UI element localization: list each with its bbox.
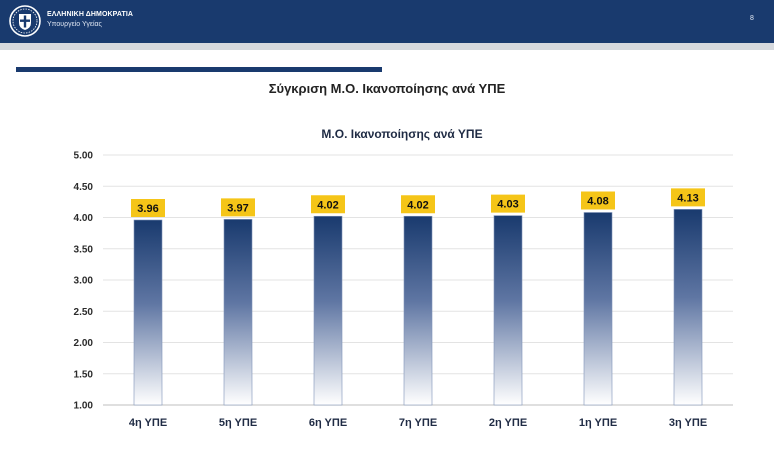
value-label-box xyxy=(671,188,705,207)
y-tick-label: 2.00 xyxy=(74,338,94,349)
ministry-name: Υπουργείο Υγείας xyxy=(47,21,102,28)
y-tick-label: 4.50 xyxy=(74,182,94,193)
x-axis-labels: 4η ΥΠΕ 5η ΥΠΕ 6η ΥΠΕ 7η ΥΠΕ 2η ΥΠΕ 1η ΥΠΕ 3η Υ… xyxy=(129,417,707,429)
category-label: 3η ΥΠΕ xyxy=(669,417,707,429)
y-tick-label: 2.50 xyxy=(74,307,94,318)
y-tick-label: 3.00 xyxy=(74,276,94,287)
bar xyxy=(313,215,343,406)
bar xyxy=(493,215,523,406)
category-label: 2η ΥΠΕ xyxy=(489,417,527,429)
value-label-box xyxy=(311,195,345,214)
value-label-box xyxy=(491,194,525,213)
bar xyxy=(583,212,613,406)
category-label: 5η ΥΠΕ xyxy=(219,417,257,429)
y-axis-ticks: 1.00 1.50 2.00 2.50 3.00 3.50 4.00 4.50 5.00 xyxy=(74,151,94,412)
y-tick-label: 5.00 xyxy=(74,151,94,162)
bars: 3.96 3.97 4.02 4.02 4.03 4.08 4.13 xyxy=(131,188,705,406)
header-bar: ΕΛΛΗΝΙΚΗ ΔΗΜΟΚΡΑΤΙΑ Υπουργείο Υγείας 8 xyxy=(0,0,774,43)
value-label-box xyxy=(581,191,615,210)
value-label: 4.03 xyxy=(497,199,518,211)
value-label-box xyxy=(221,198,255,217)
value-label: 3.96 xyxy=(137,203,158,215)
category-label: 7η ΥΠΕ xyxy=(399,417,437,429)
y-tick-label: 4.00 xyxy=(74,213,94,224)
value-label: 4.08 xyxy=(587,196,608,208)
bar xyxy=(223,219,253,406)
category-label: 6η ΥΠΕ xyxy=(309,417,347,429)
header-divider xyxy=(0,43,774,50)
bar xyxy=(133,219,163,406)
org-name: ΕΛΛΗΝΙΚΗ ΔΗΜΟΚΡΑΤΙΑ xyxy=(47,11,134,18)
accent-bar xyxy=(16,67,382,72)
y-tick-label: 1.00 xyxy=(74,401,94,412)
value-label: 4.02 xyxy=(317,199,338,211)
category-label: 1η ΥΠΕ xyxy=(579,417,617,429)
slide-title: Σύγκριση Μ.Ο. Ικανοποίησης ανά ΥΠΕ xyxy=(268,81,506,96)
y-tick-label: 1.50 xyxy=(74,369,94,380)
bar xyxy=(403,215,433,406)
category-label: 4η ΥΠΕ xyxy=(129,417,167,429)
value-label: 4.02 xyxy=(407,199,428,211)
page-number: 8 xyxy=(750,15,754,22)
chart-title: Μ.Ο. Ικανοποίησης ανά ΥΠΕ xyxy=(321,127,482,141)
value-label-box xyxy=(131,199,165,217)
value-label: 3.97 xyxy=(227,202,248,214)
y-tick-label: 3.50 xyxy=(74,244,94,255)
greek-cross-emblem-icon xyxy=(9,5,41,37)
value-label: 4.13 xyxy=(677,192,698,204)
value-label-box xyxy=(401,195,435,214)
bar-chart: Μ.Ο. Ικανοποίησης ανά ΥΠΕ 1.00 1.50 2.00 2.… xyxy=(74,127,733,429)
bar xyxy=(673,209,703,406)
